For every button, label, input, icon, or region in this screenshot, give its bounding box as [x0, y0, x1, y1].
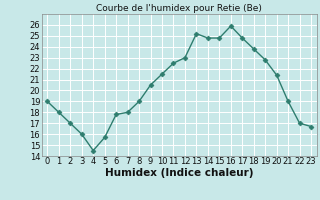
- X-axis label: Humidex (Indice chaleur): Humidex (Indice chaleur): [105, 168, 253, 178]
- Title: Courbe de l'humidex pour Retie (Be): Courbe de l'humidex pour Retie (Be): [96, 4, 262, 13]
